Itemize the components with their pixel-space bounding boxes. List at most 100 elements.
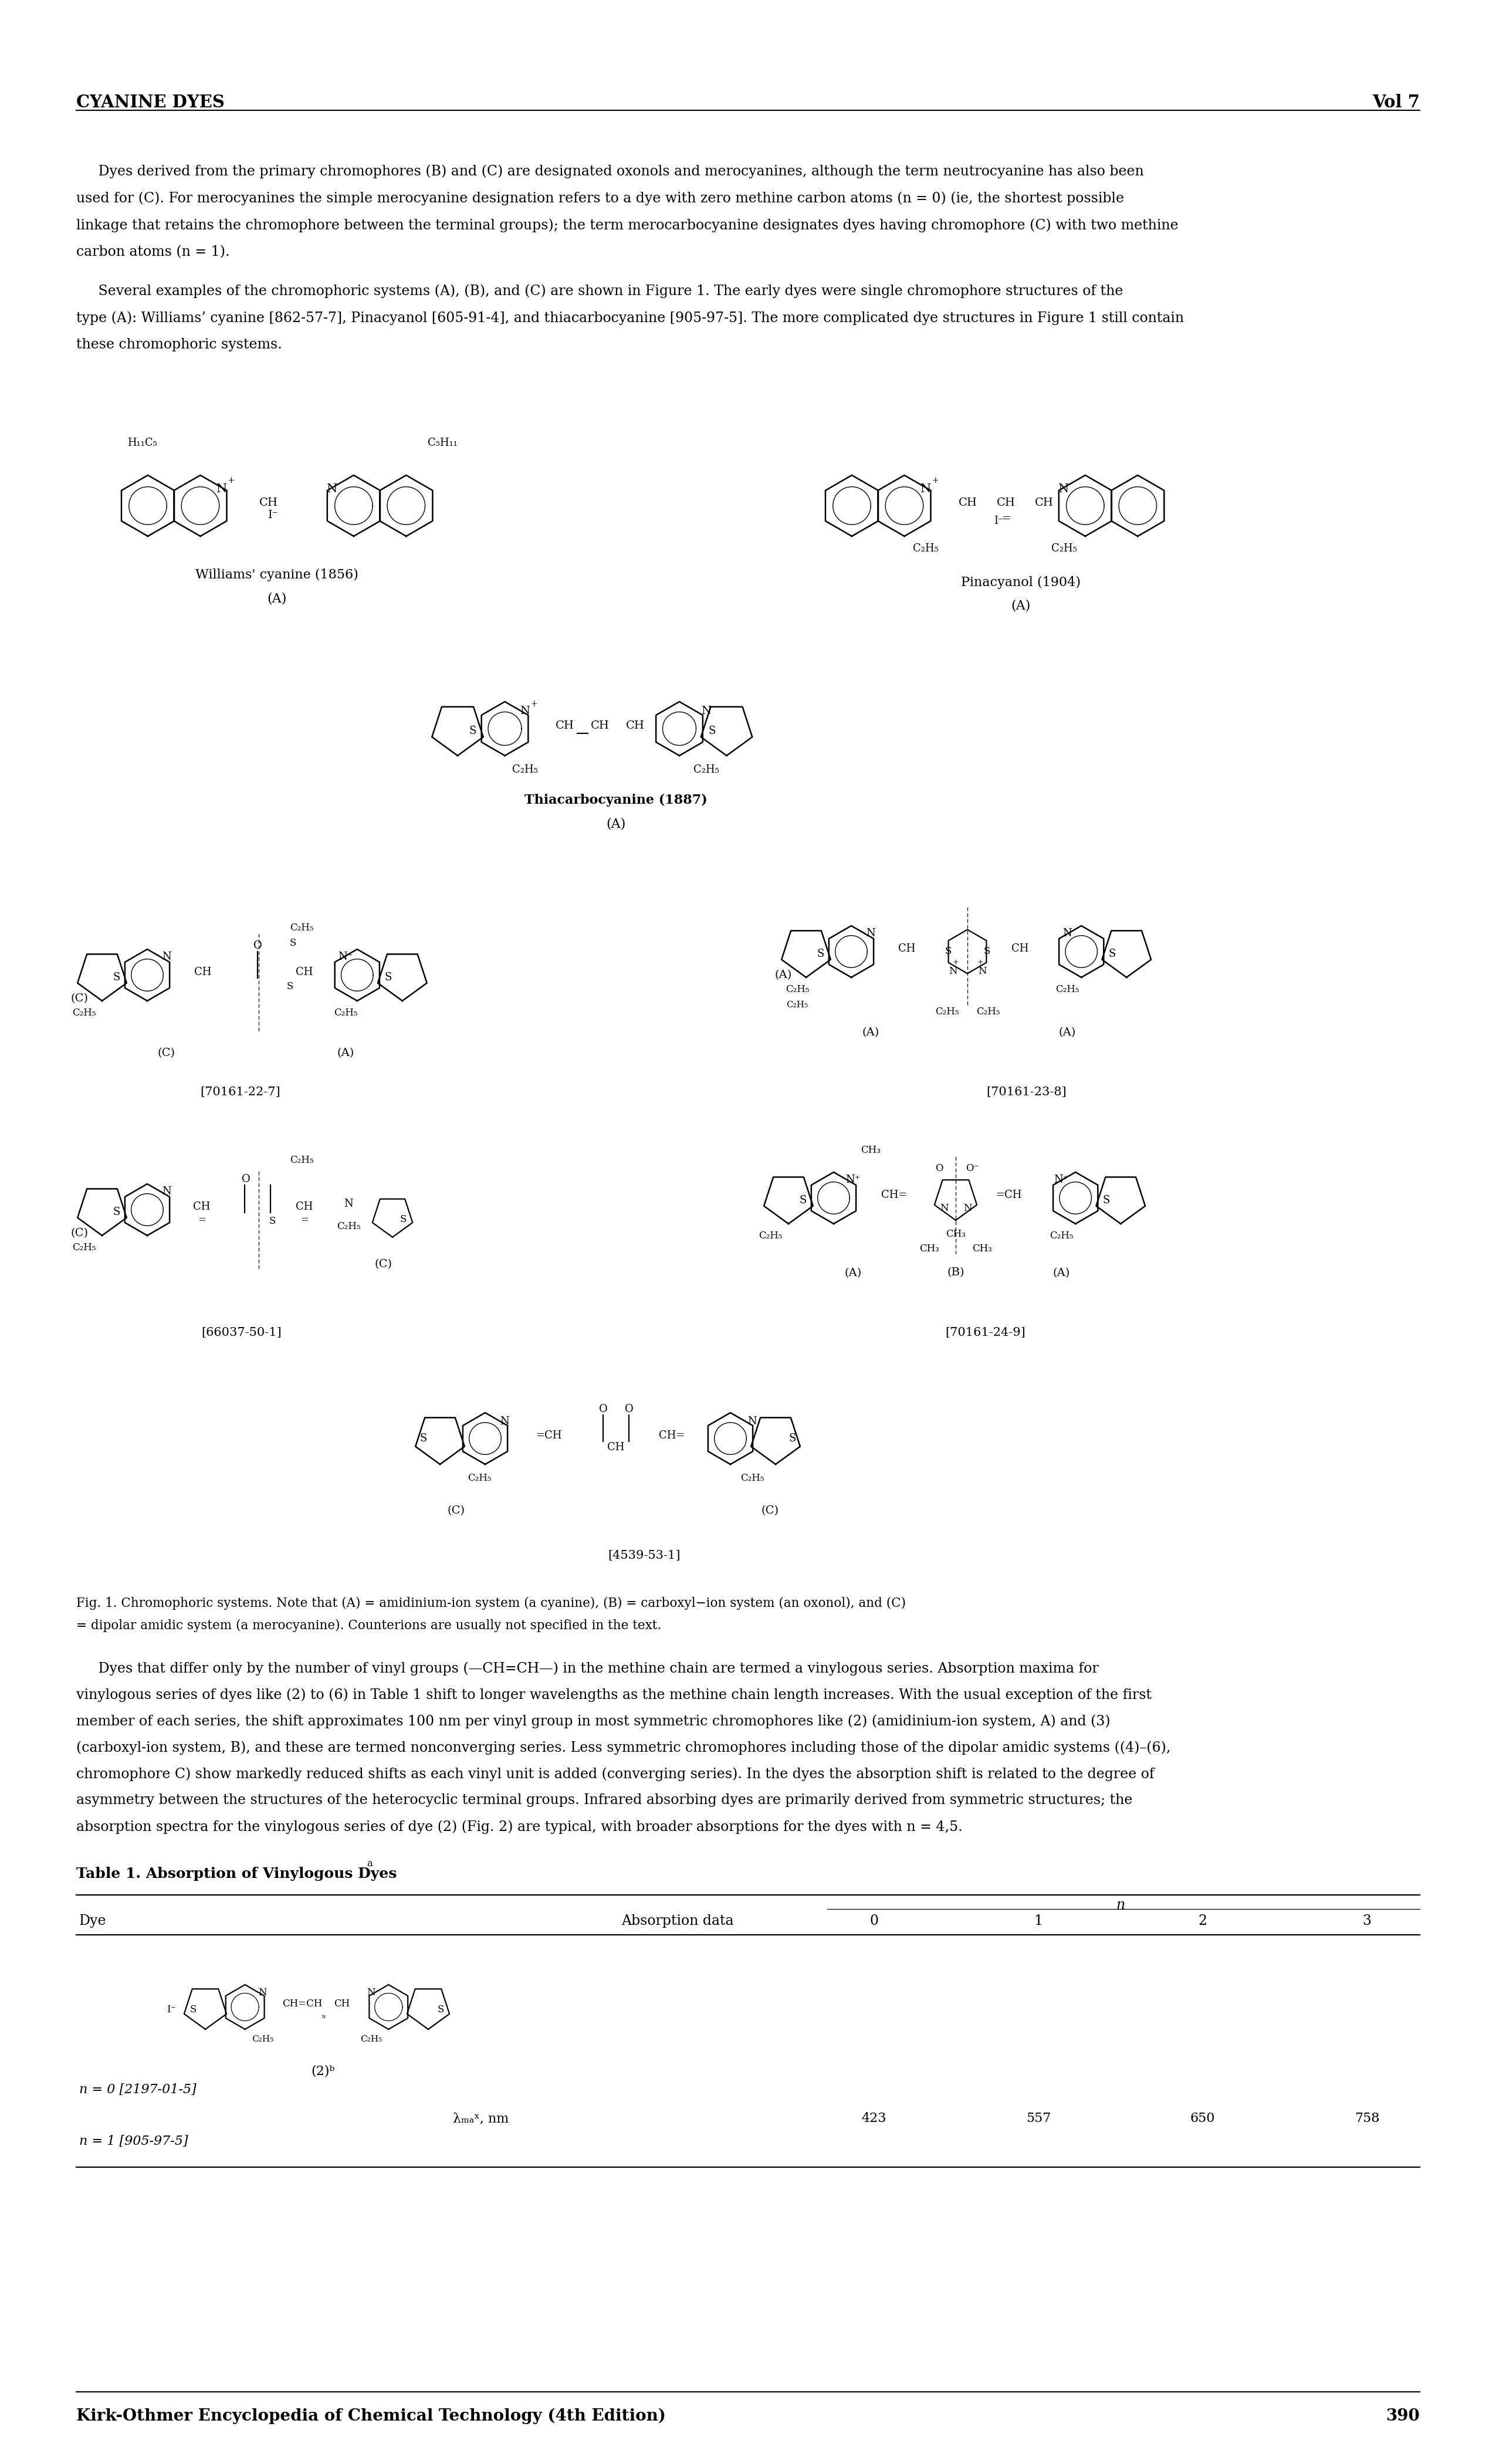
Text: S: S bbox=[1103, 1195, 1110, 1205]
Text: [4539-53-1]: [4539-53-1] bbox=[607, 1550, 681, 1562]
Text: +: + bbox=[932, 476, 938, 485]
Text: linkage that retains the chromophore between the terminal groups); the term mero: linkage that retains the chromophore bet… bbox=[76, 219, 1179, 232]
Text: λₘₐˣ, nm: λₘₐˣ, nm bbox=[453, 2112, 509, 2124]
Text: =: = bbox=[1002, 513, 1010, 525]
Text: CYANINE DYES: CYANINE DYES bbox=[76, 94, 224, 111]
Text: CH: CH bbox=[193, 1202, 211, 1212]
Text: (B): (B) bbox=[947, 1266, 965, 1279]
Text: +: + bbox=[531, 700, 537, 707]
Text: C₅H₁₁: C₅H₁₁ bbox=[428, 439, 458, 448]
Text: N⁺: N⁺ bbox=[1053, 1175, 1068, 1185]
Text: 557: 557 bbox=[1026, 2112, 1050, 2124]
Text: C₂H₅: C₂H₅ bbox=[334, 1008, 358, 1018]
Text: n = 0 [2197-01-5]: n = 0 [2197-01-5] bbox=[79, 2082, 196, 2097]
Text: CH₃: CH₃ bbox=[920, 1244, 939, 1254]
Text: N: N bbox=[162, 1185, 171, 1198]
Text: N⁺: N⁺ bbox=[845, 1175, 860, 1185]
Text: S: S bbox=[708, 727, 715, 737]
Text: Several examples of the chromophoric systems (A), (B), and (C) are shown in Figu: Several examples of the chromophoric sys… bbox=[76, 283, 1123, 298]
Text: Dye: Dye bbox=[79, 1915, 106, 1927]
Text: Kirk-Othmer Encyclopedia of Chemical Technology (4th Edition): Kirk-Othmer Encyclopedia of Chemical Tec… bbox=[76, 2407, 666, 2425]
Text: C₂H₅: C₂H₅ bbox=[290, 924, 314, 934]
Text: (A): (A) bbox=[775, 971, 791, 981]
Text: S: S bbox=[817, 949, 824, 958]
Text: O⁻: O⁻ bbox=[965, 1163, 978, 1173]
Text: CH₃: CH₃ bbox=[945, 1230, 965, 1239]
Text: Table 1. Absorption of Vinylogous Dyes: Table 1. Absorption of Vinylogous Dyes bbox=[76, 1868, 396, 1880]
Text: C₂H₅: C₂H₅ bbox=[913, 542, 938, 554]
Text: CH: CH bbox=[259, 498, 278, 508]
Text: [70161-23-8]: [70161-23-8] bbox=[986, 1087, 1067, 1096]
Text: CH: CH bbox=[591, 719, 609, 732]
Text: these chromophoric systems.: these chromophoric systems. bbox=[76, 338, 283, 352]
Text: 423: 423 bbox=[862, 2112, 887, 2124]
Text: (C): (C) bbox=[70, 993, 88, 1003]
Text: (C): (C) bbox=[447, 1506, 465, 1515]
Text: Vol 7: Vol 7 bbox=[1372, 94, 1420, 111]
Text: N: N bbox=[1062, 929, 1071, 939]
Text: C₂H₅: C₂H₅ bbox=[512, 764, 539, 776]
Text: N⁻: N⁻ bbox=[338, 951, 353, 963]
Text: (C): (C) bbox=[70, 1227, 88, 1239]
Text: CH: CH bbox=[625, 719, 645, 732]
Text: Thiacarbocyanine (1887): Thiacarbocyanine (1887) bbox=[524, 793, 708, 806]
Text: N: N bbox=[217, 483, 227, 495]
Text: S: S bbox=[799, 1195, 806, 1205]
Text: S: S bbox=[384, 973, 392, 983]
Text: =CH: =CH bbox=[995, 1190, 1022, 1200]
Text: N: N bbox=[963, 1202, 972, 1215]
Text: (A): (A) bbox=[606, 818, 625, 830]
Text: S: S bbox=[269, 1217, 275, 1227]
Text: (2)ᵇ: (2)ᵇ bbox=[311, 2065, 335, 2077]
Text: 1: 1 bbox=[1034, 1915, 1043, 1927]
Text: O: O bbox=[598, 1404, 607, 1414]
Text: O: O bbox=[625, 1404, 633, 1414]
Text: (carboxyl-ion system, B), and these are termed nonconverging series. Less symmet: (carboxyl-ion system, B), and these are … bbox=[76, 1740, 1171, 1754]
Text: S: S bbox=[944, 946, 951, 956]
Text: asymmetry between the structures of the heterocyclic terminal groups. Infrared a: asymmetry between the structures of the … bbox=[76, 1794, 1132, 1806]
Text: N: N bbox=[1059, 483, 1070, 495]
Text: N: N bbox=[344, 1198, 353, 1210]
Text: N: N bbox=[948, 966, 957, 976]
Text: =: = bbox=[301, 1215, 308, 1225]
Text: CH=CH: CH=CH bbox=[283, 1998, 322, 2008]
Text: (C): (C) bbox=[375, 1259, 392, 1269]
Text: 758: 758 bbox=[1354, 2112, 1379, 2124]
Text: CH: CH bbox=[334, 1998, 350, 2008]
Text: N: N bbox=[702, 705, 711, 717]
Text: C₂H₅: C₂H₅ bbox=[758, 1232, 782, 1242]
Text: 2: 2 bbox=[1198, 1915, 1207, 1927]
Text: N: N bbox=[866, 929, 875, 939]
Text: C₂H₅: C₂H₅ bbox=[1052, 542, 1077, 554]
Text: vinylogous series of dyes like (2) to (6) in Table 1 shift to longer wavelengths: vinylogous series of dyes like (2) to (6… bbox=[76, 1688, 1152, 1703]
Text: N: N bbox=[748, 1417, 757, 1427]
Text: 0: 0 bbox=[869, 1915, 878, 1927]
Text: =CH: =CH bbox=[536, 1429, 561, 1441]
Text: chromophore C) show markedly reduced shifts as each vinyl unit is added (converg: chromophore C) show markedly reduced shi… bbox=[76, 1767, 1155, 1781]
Text: CH=: CH= bbox=[658, 1429, 685, 1441]
Text: CH: CH bbox=[1035, 498, 1053, 508]
Text: C₂H₅: C₂H₅ bbox=[361, 2035, 381, 2043]
Text: +: + bbox=[977, 958, 983, 966]
Text: C₂H₅: C₂H₅ bbox=[975, 1008, 999, 1018]
Text: [66037-50-1]: [66037-50-1] bbox=[202, 1328, 281, 1338]
Text: (A): (A) bbox=[268, 591, 287, 604]
Text: C₂H₅: C₂H₅ bbox=[787, 1000, 808, 1010]
Text: S: S bbox=[112, 973, 120, 983]
Text: S: S bbox=[419, 1434, 426, 1444]
Text: Dyes derived from the primary chromophores (B) and (C) are designated oxonols an: Dyes derived from the primary chromophor… bbox=[76, 165, 1144, 177]
Text: (A): (A) bbox=[337, 1047, 355, 1060]
Text: (A): (A) bbox=[1053, 1269, 1070, 1279]
Text: CH: CH bbox=[194, 966, 211, 978]
Text: C₂H₅: C₂H₅ bbox=[1055, 986, 1079, 995]
Text: S: S bbox=[468, 727, 476, 737]
Text: (A): (A) bbox=[862, 1027, 880, 1037]
Text: 390: 390 bbox=[1385, 2407, 1420, 2425]
Text: N: N bbox=[521, 705, 530, 717]
Text: S: S bbox=[190, 2003, 196, 2016]
Text: ⁿ: ⁿ bbox=[322, 2016, 326, 2023]
Text: CH: CH bbox=[1011, 944, 1029, 954]
Text: N: N bbox=[162, 951, 171, 963]
Text: C₂H₅: C₂H₅ bbox=[1049, 1232, 1073, 1242]
Text: S: S bbox=[286, 981, 293, 991]
